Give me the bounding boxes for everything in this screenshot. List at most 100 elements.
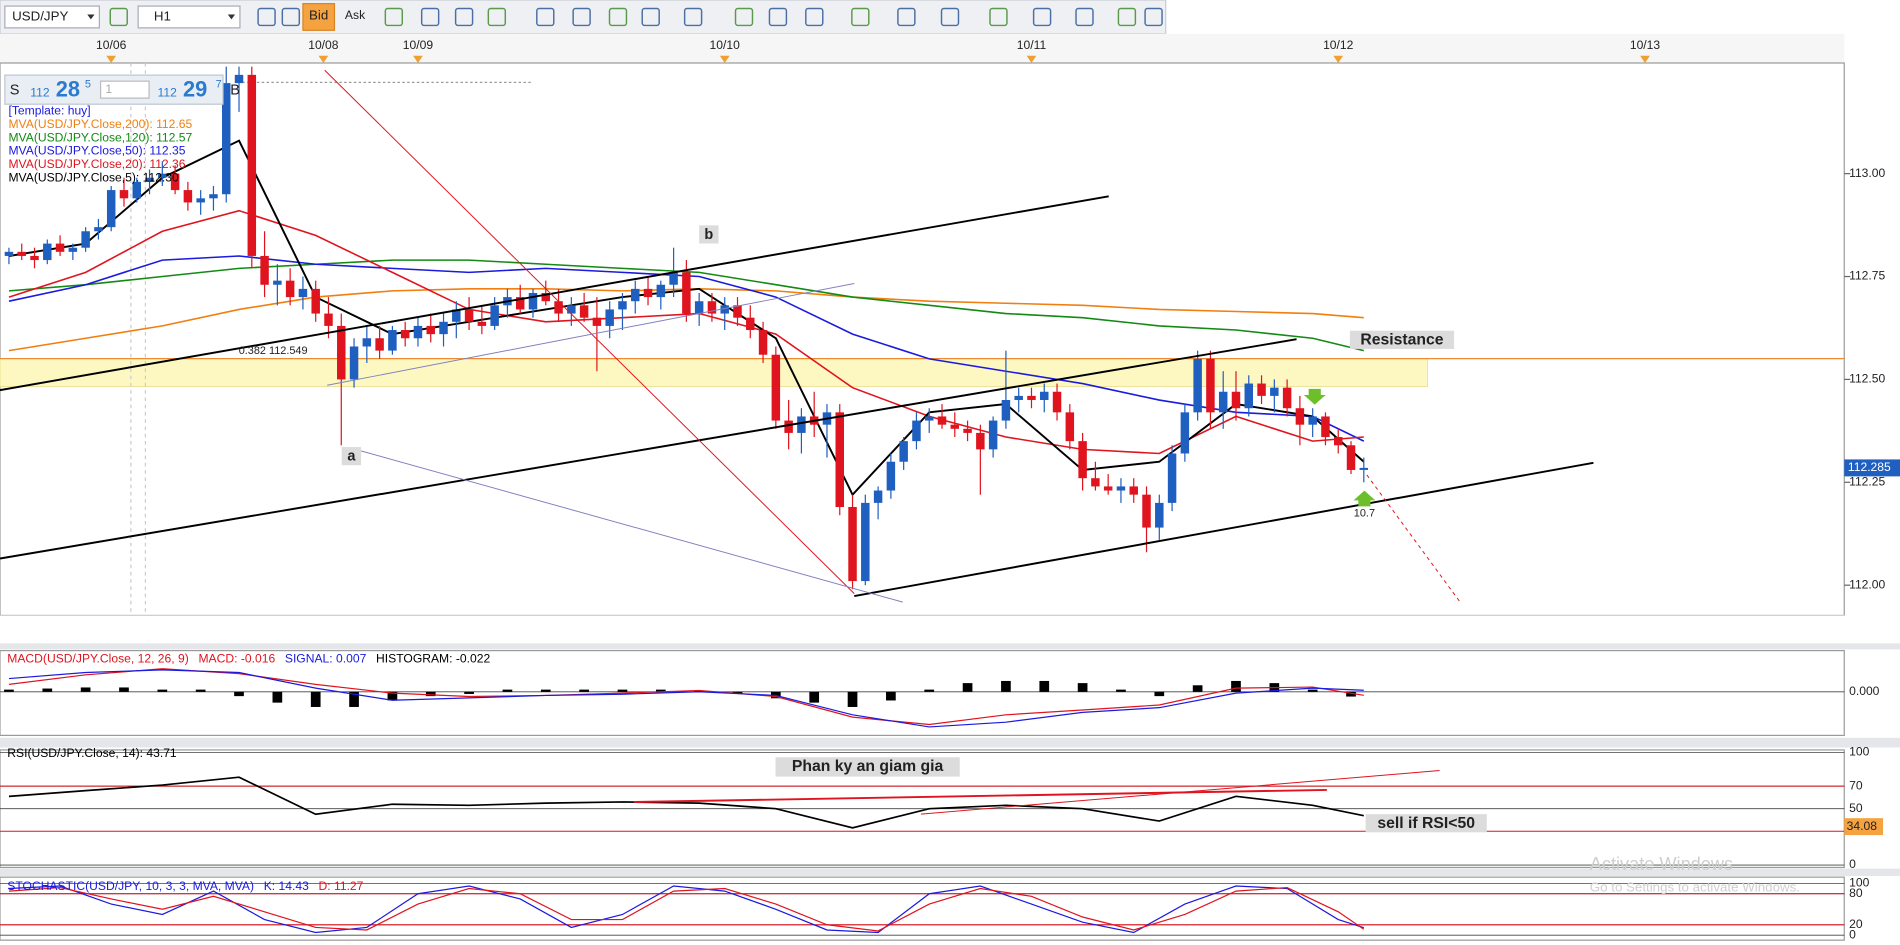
tool-icon[interactable] [454, 7, 474, 27]
symbol: USD/JPY [12, 8, 68, 23]
candle-body [579, 305, 589, 318]
tool-icon[interactable] [768, 7, 788, 27]
tool-icon[interactable] [257, 7, 276, 27]
symbol-dropdown[interactable] [4, 5, 100, 29]
tool-icon[interactable] [897, 7, 916, 27]
tool-icon[interactable] [420, 7, 440, 27]
candle-body [158, 173, 167, 178]
quote-sell-frac: 5 [85, 79, 91, 91]
histogram-bar [1231, 680, 1241, 692]
tool-icon[interactable] [734, 7, 754, 27]
trend-line [0, 195, 1109, 392]
histogram-bar [42, 688, 53, 692]
y-tick-label: 112.75 [1849, 269, 1885, 283]
candle-body [899, 441, 908, 462]
histogram-bar [349, 691, 359, 707]
tool-icon[interactable] [487, 7, 507, 27]
indicator-line [8, 668, 1364, 726]
indicator-line [8, 255, 1365, 442]
candle-body [1078, 441, 1087, 479]
candle-body [1218, 391, 1228, 413]
tool-icon[interactable] [641, 7, 660, 27]
quote-sell[interactable]: S [10, 83, 20, 99]
y-tick-label: 50 [1849, 801, 1863, 815]
tool-icon[interactable] [989, 7, 1008, 27]
tool-icon[interactable] [1032, 7, 1052, 27]
marker-box [1844, 818, 1884, 836]
candle-body [746, 317, 755, 331]
indicator-label: MACD(USD/JPY.Close, 12, 26, 9) [7, 651, 188, 665]
quote-sell-pips: 28 [56, 77, 80, 102]
tool-icon[interactable] [940, 7, 960, 27]
tool-icon[interactable] [1117, 7, 1137, 27]
candle-body [784, 420, 793, 433]
bid-button[interactable] [302, 3, 336, 31]
divergence-line [633, 788, 1327, 804]
histogram-bar [579, 689, 589, 692]
candle-body [873, 490, 883, 503]
tool-icon[interactable] [608, 7, 628, 27]
label-box [1365, 814, 1487, 833]
tool-icon[interactable] [384, 7, 404, 27]
candle-body [835, 412, 844, 507]
candle-body [1231, 391, 1241, 409]
y-tick-label: 112.25 [1849, 475, 1885, 489]
candle-body [55, 243, 65, 252]
tool-icon[interactable] [1075, 7, 1094, 27]
tool-icon[interactable] [572, 7, 591, 27]
candle-body [30, 255, 39, 261]
histogram-bar [80, 687, 91, 692]
tool-icon[interactable] [851, 7, 870, 27]
candle-body [400, 330, 410, 339]
indicator-line [8, 669, 1364, 728]
indicator-label: HISTOGRAM: -0.022 [376, 651, 490, 665]
candle-body [1014, 395, 1023, 400]
candle-body [976, 432, 985, 450]
candle-body [1333, 437, 1343, 446]
candle-body [311, 288, 320, 314]
histogram-bar [387, 691, 398, 701]
candle-body [375, 338, 384, 351]
candle-body [1346, 445, 1356, 470]
candle-body [1065, 412, 1075, 442]
annotation: Phan ky an giam gia [792, 758, 944, 775]
candle-body [324, 313, 333, 326]
y-tick-label: 112.50 [1849, 372, 1885, 386]
macd-panel [0, 649, 1845, 737]
timeframe-dropdown[interactable] [137, 5, 241, 29]
candle-body [464, 309, 474, 322]
tool-icon[interactable] [683, 7, 703, 27]
separator [0, 868, 1900, 876]
fib-line [324, 69, 855, 594]
date-label: 10/09 [403, 38, 434, 52]
candle-body [362, 338, 372, 347]
candle-body [682, 272, 691, 314]
tool-icon[interactable] [281, 7, 301, 27]
candle-body [886, 461, 896, 491]
histogram-bar [464, 691, 474, 694]
quote-buy[interactable]: B [230, 83, 240, 99]
candle-body [285, 280, 295, 298]
tool-icon[interactable] [1144, 7, 1163, 27]
tool-icon[interactable] [536, 7, 555, 27]
candle-body [1142, 494, 1151, 528]
dropdown-arrow [87, 14, 95, 20]
y-tick-label: 20 [1849, 917, 1863, 931]
candle-body [861, 502, 870, 582]
toolbar-icons [109, 7, 1163, 27]
tool-icon[interactable] [109, 7, 128, 27]
date-marker [106, 55, 117, 63]
annotation: b [704, 227, 713, 243]
amount-input[interactable] [99, 80, 150, 99]
label-box [775, 757, 960, 777]
ask-button[interactable] [340, 3, 370, 31]
tool-icon[interactable] [805, 7, 824, 27]
candle-body [388, 330, 397, 351]
candle-body [260, 255, 269, 285]
candle-body [1193, 358, 1202, 413]
trend-line [854, 461, 1594, 598]
candle-body [119, 190, 129, 199]
amount: 1 [105, 82, 112, 96]
histogram-bar [1346, 691, 1356, 697]
